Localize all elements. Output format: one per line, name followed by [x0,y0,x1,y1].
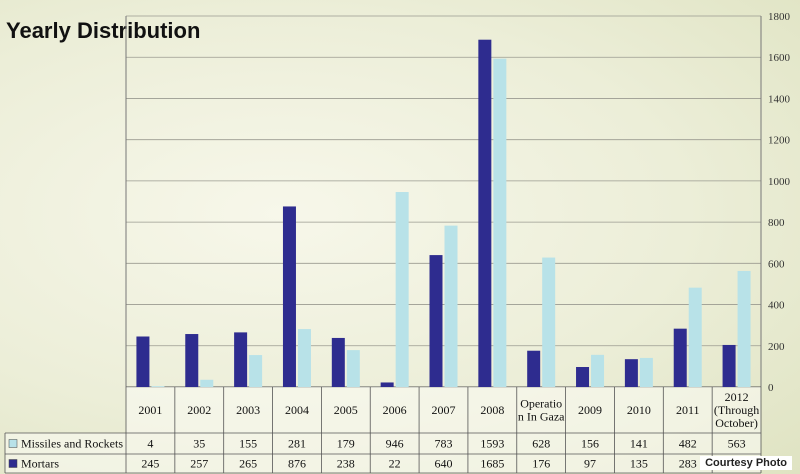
x-category-label: 2010 [627,403,651,417]
y-tick-label: 600 [768,258,785,270]
x-category-label: 2007 [432,403,456,417]
bar-mortars [282,206,296,387]
table-value-cell: 238 [337,457,355,471]
data-table: 2001 2002 2003 2004 2005 2006 2007 2008 Operatio… [4,387,762,474]
bar-mortars [380,382,394,387]
bar-missiles-and-rockets [737,270,751,387]
bar-missiles-and-rockets [346,350,360,387]
bar-mortars [527,350,541,387]
table-value-cell: 563 [728,437,746,451]
table-value-cell: 783 [435,437,453,451]
bar-mortars [576,367,590,387]
bar-mortars [136,336,150,387]
table-background [126,387,761,473]
bar-mortars [234,332,248,387]
y-tick-label: 800 [768,217,785,229]
bar-missiles-and-rockets [688,287,702,387]
table-value-cell: 265 [239,457,257,471]
table-value-cell: 22 [389,457,401,471]
photo-credit: Courtesy Photo [700,456,792,470]
bar-missiles-and-rockets [591,354,605,387]
bar-missiles-and-rockets [639,357,653,387]
table-value-cell: 281 [288,437,306,451]
x-category-label: 2008 [480,403,504,417]
table-value-cell: 245 [141,457,159,471]
x-category-label: 2001 [138,403,162,417]
bar-missiles-and-rockets [151,386,165,387]
table-legend-background [5,433,126,473]
bar-missiles-and-rockets [542,257,556,387]
bar-mortars [429,255,443,387]
table-value-cell: 35 [193,437,205,451]
legend-swatch [8,439,18,448]
gridlines [125,15,762,388]
bar-mortars [185,334,199,387]
x-category-label: 2011 [676,403,700,417]
x-category-label: n In Gaza [518,410,565,424]
x-category-label: 2006 [383,403,407,417]
y-tick-label: 0 [768,382,774,394]
x-category-label: 2005 [334,403,358,417]
table-value-cell: 628 [532,437,550,451]
bar-mortars [331,337,345,387]
table-value-cell: 4 [147,437,153,451]
table-value-cell: 1593 [480,437,504,451]
x-category-label: (Through [714,403,759,417]
bar-missiles-and-rockets [395,192,409,387]
y-tick-label: 1000 [768,176,791,188]
page-title: Yearly Distribution [6,18,201,43]
x-category-label: 2002 [187,403,211,417]
bar-mortars [722,344,736,387]
table-value-cell: 179 [337,437,355,451]
table-value-cell: 1685 [480,457,504,471]
y-tick-label: 400 [768,300,785,312]
legend-swatch [8,459,18,468]
bar-mortars [673,328,687,387]
x-category-label: 2004 [285,403,309,417]
table-value-cell: 155 [239,437,257,451]
bar-missiles-and-rockets [444,225,458,387]
table-value-cell: 141 [630,437,648,451]
table-value-cell: 482 [679,437,697,451]
y-tick-label: 1800 [768,11,791,23]
x-category-label: Operatio [520,397,562,411]
bar-missiles-and-rockets [493,58,507,387]
bar-missiles-and-rockets [297,329,311,387]
table-value-cell: 876 [288,457,306,471]
bar-missiles-and-rockets [249,355,263,387]
legend-label: Missiles and Rockets [21,437,123,451]
y-tick-label: 1200 [768,135,791,147]
bar-missiles-and-rockets [200,379,214,387]
y-axis-ticks: 0 200 400 600 800 1000 1200 1400 1600 1800 [768,11,791,394]
x-category-label: 2012 [725,390,749,404]
table-value-cell: 97 [584,457,596,471]
table-value-cell: 283 [679,457,697,471]
x-category-label: 2003 [236,403,260,417]
bar-mortars [624,359,638,387]
legend-label: Mortars [21,457,59,471]
x-category-label: October) [715,416,758,430]
table-value-cell: 176 [532,457,550,471]
table-value-cell: 257 [190,457,208,471]
y-tick-label: 200 [768,341,785,353]
bar-mortars [478,39,492,387]
table-value-cell: 135 [630,457,648,471]
table-value-cell: 156 [581,437,599,451]
table-value-cell: 640 [435,457,453,471]
x-category-label: 2009 [578,403,602,417]
bar-marks [136,39,751,387]
y-tick-label: 1600 [768,52,791,64]
table-value-cell: 946 [386,437,404,451]
y-tick-label: 1400 [768,93,791,105]
